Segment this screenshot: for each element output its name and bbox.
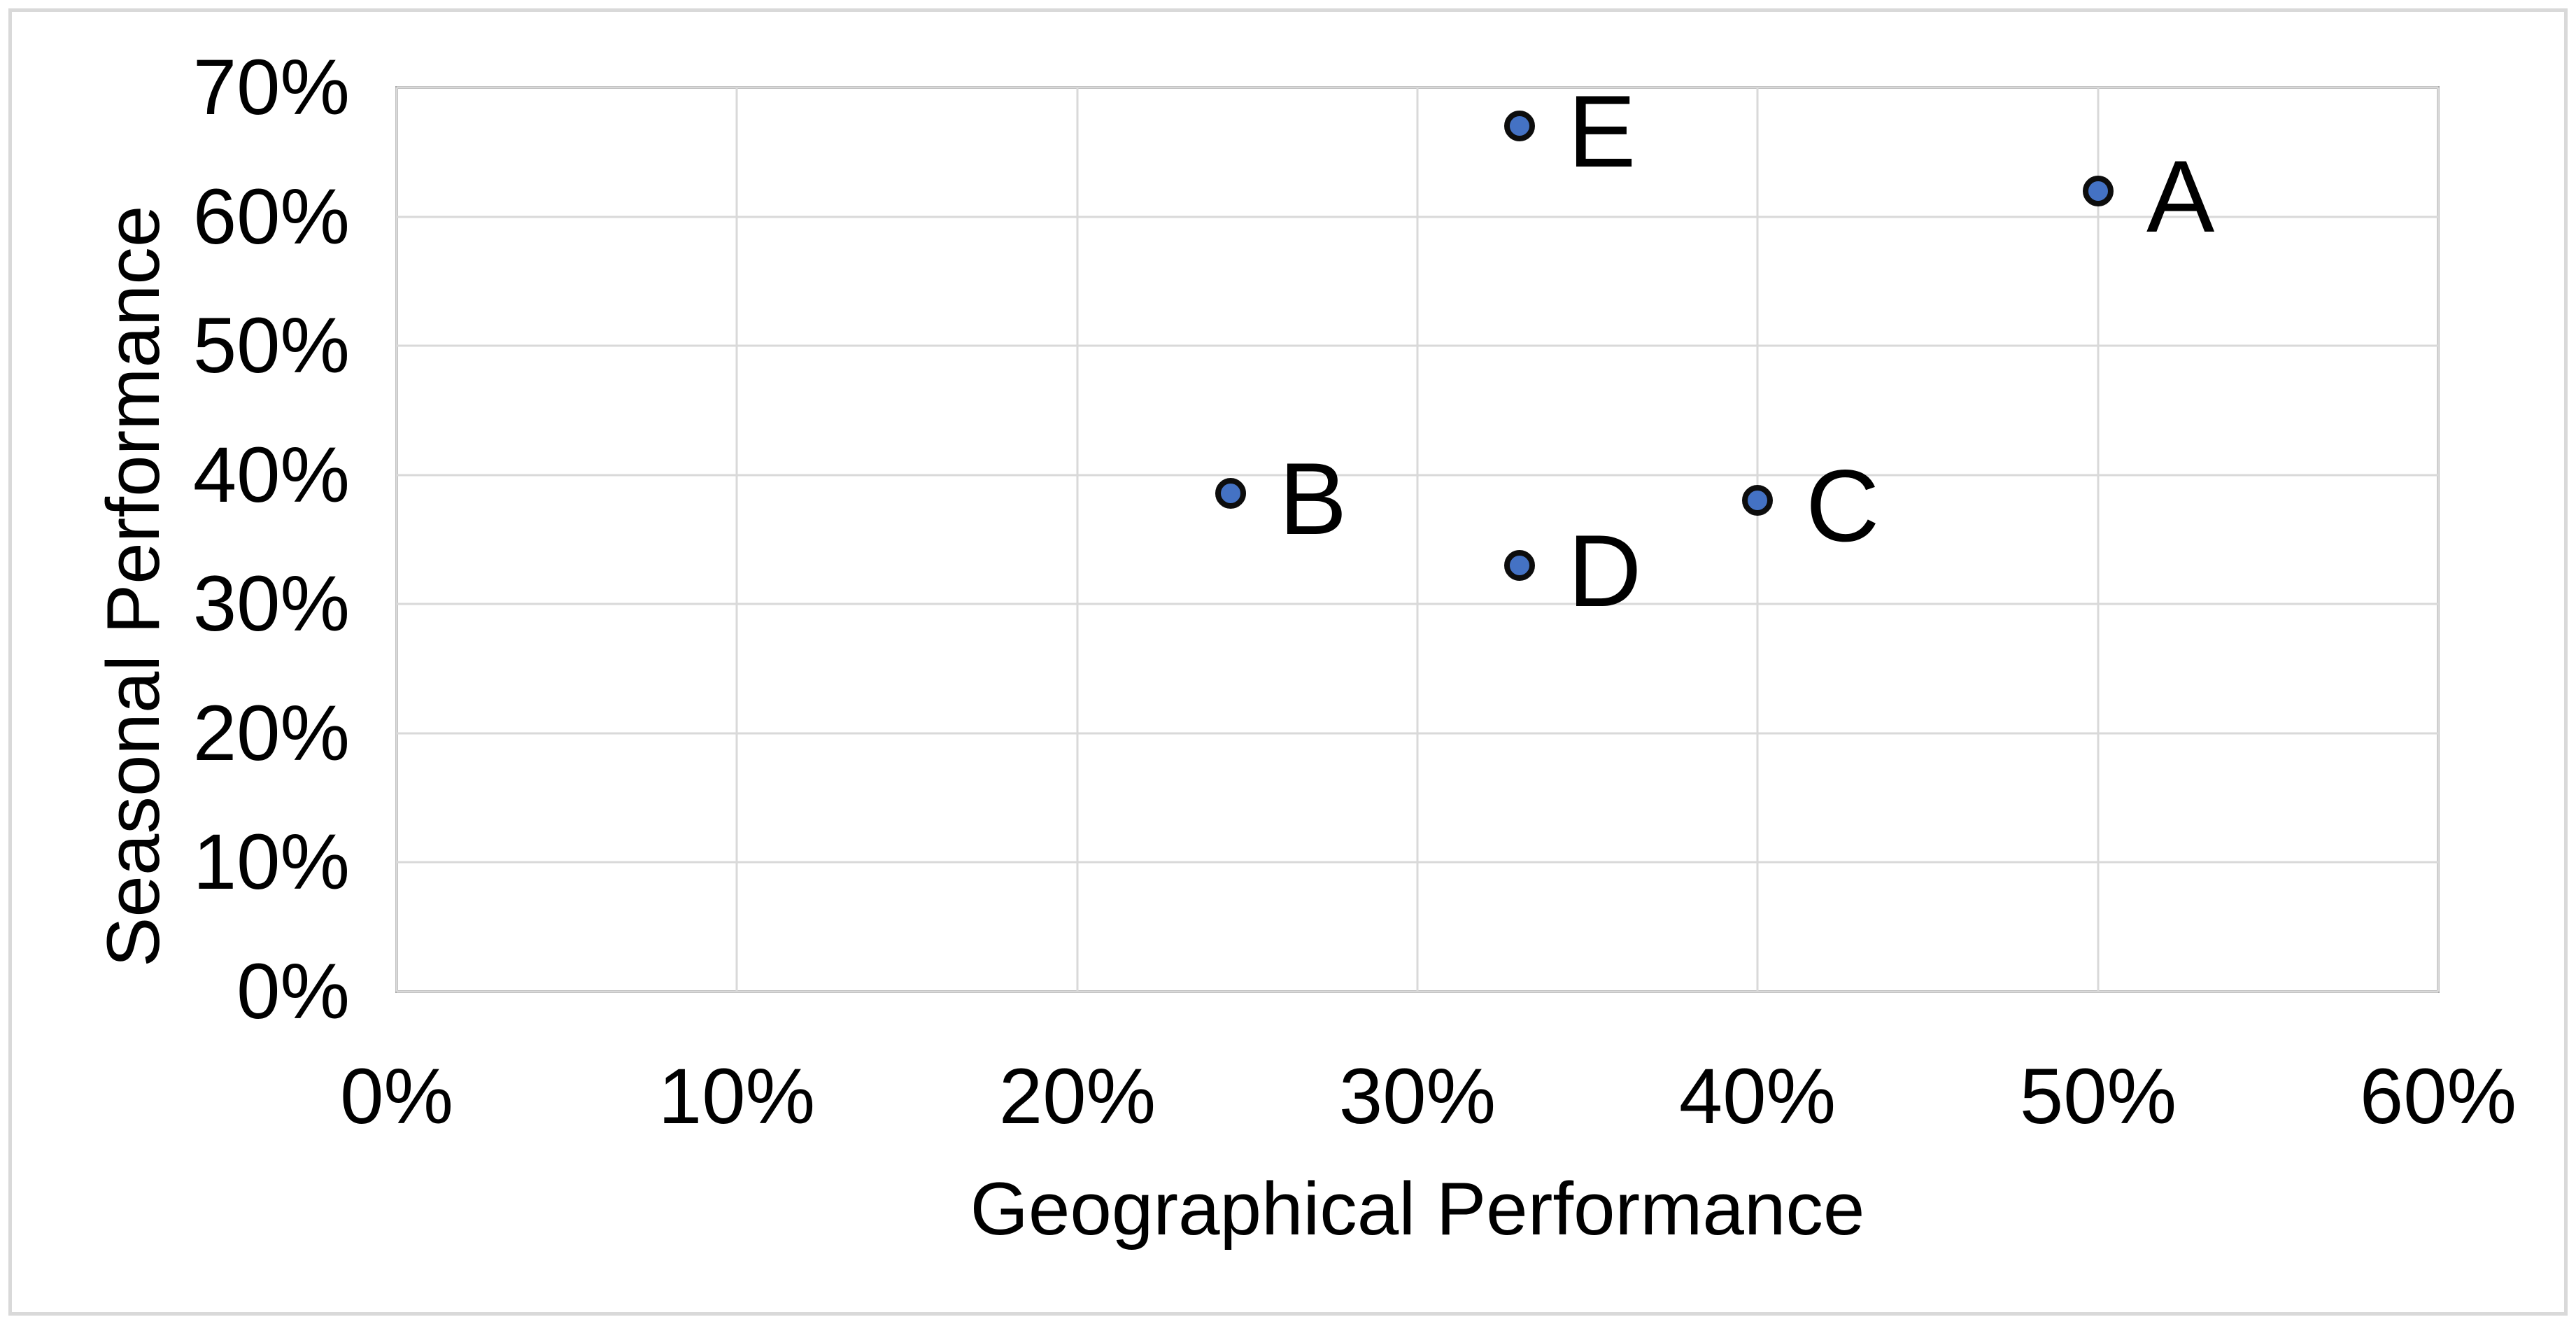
- svg-text:E: E: [1568, 74, 1636, 188]
- svg-text:0%: 0%: [236, 948, 350, 1035]
- svg-text:40%: 40%: [193, 431, 350, 519]
- svg-text:D: D: [1568, 514, 1641, 628]
- svg-text:70%: 70%: [193, 43, 350, 131]
- svg-text:B: B: [1279, 442, 1347, 556]
- svg-text:10%: 10%: [193, 818, 350, 906]
- svg-text:50%: 50%: [2020, 1052, 2177, 1140]
- svg-text:A: A: [2146, 139, 2215, 253]
- svg-text:20%: 20%: [193, 689, 350, 777]
- svg-text:30%: 30%: [1339, 1052, 1496, 1140]
- svg-text:0%: 0%: [340, 1052, 453, 1140]
- svg-text:50%: 50%: [193, 302, 350, 389]
- svg-text:40%: 40%: [1679, 1052, 1836, 1140]
- svg-text:C: C: [1806, 449, 1879, 563]
- svg-text:60%: 60%: [193, 173, 350, 260]
- svg-text:30%: 30%: [193, 560, 350, 647]
- svg-text:10%: 10%: [658, 1052, 815, 1140]
- svg-text:60%: 60%: [2360, 1052, 2517, 1140]
- svg-text:20%: 20%: [999, 1052, 1156, 1140]
